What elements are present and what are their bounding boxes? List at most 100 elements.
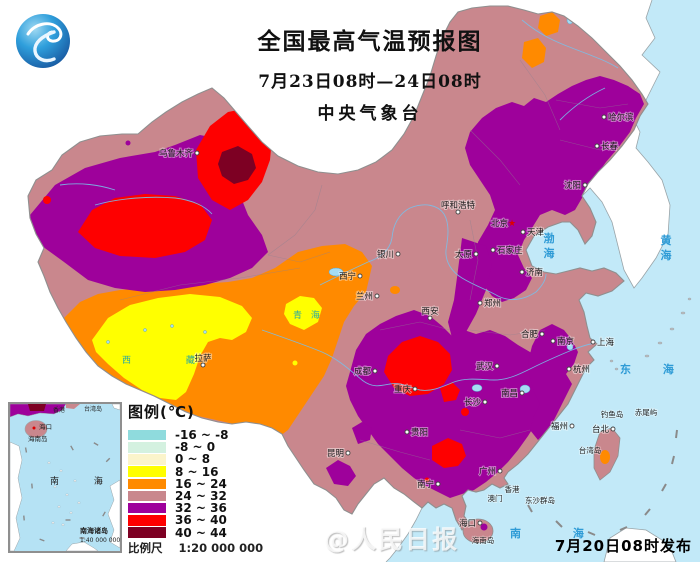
inset-dash-mark bbox=[39, 538, 45, 542]
city-label: 武汉 bbox=[476, 361, 494, 372]
legend-row: 40 ~ 44 bbox=[128, 525, 228, 540]
province-label: 西 藏 bbox=[122, 354, 221, 366]
city-label: 上海 bbox=[597, 337, 615, 348]
city-label: 南京 bbox=[557, 336, 574, 347]
city-label: 乌鲁木齐 bbox=[159, 148, 194, 159]
city-marker bbox=[566, 366, 572, 372]
island-label: 台湾岛 bbox=[579, 445, 602, 455]
small-islands bbox=[609, 297, 692, 371]
city-label: 长春 bbox=[601, 141, 619, 152]
inset-dash-mark bbox=[70, 445, 74, 451]
legend-swatch bbox=[128, 515, 166, 526]
inset-islet bbox=[57, 505, 61, 508]
inset-islet bbox=[65, 493, 69, 496]
city-label: 广州 bbox=[479, 466, 496, 477]
city-label: 郑州 bbox=[484, 298, 501, 309]
legend-swatch bbox=[128, 490, 166, 502]
inset-haikou-label: 海口 bbox=[39, 422, 52, 431]
legend-range-label: 8 ~ 16 bbox=[175, 464, 219, 479]
hainan-island bbox=[462, 518, 494, 544]
legend-row: 0 ~ 8 bbox=[128, 452, 228, 466]
city-marker bbox=[473, 251, 479, 257]
legend-range-label: 16 ~ 24 bbox=[175, 476, 227, 491]
city-marker bbox=[477, 300, 483, 306]
map-scale: 比例尺 1:20 000 000 bbox=[128, 540, 263, 556]
city-marker bbox=[569, 423, 575, 429]
legend-title: 图例(℃) bbox=[128, 403, 195, 421]
city-marker bbox=[482, 399, 488, 405]
legend-swatch bbox=[128, 466, 166, 477]
city-marker bbox=[412, 386, 418, 392]
inset-dash-mark bbox=[96, 479, 100, 485]
city-label: 西宁 bbox=[339, 271, 356, 282]
city-label: 南昌 bbox=[501, 388, 518, 399]
sea-label: 南 海 bbox=[510, 526, 608, 540]
legend-swatch bbox=[128, 429, 166, 441]
inset-scale-label: 1:40 000 000 bbox=[80, 537, 120, 544]
taiwan-island bbox=[593, 427, 621, 481]
sea-label: 东 海 bbox=[620, 362, 688, 376]
city-label: 西安 bbox=[421, 306, 438, 317]
page-title: 全国最高气温预报图 bbox=[257, 28, 483, 55]
legend-row: 8 ~ 16 bbox=[128, 464, 228, 479]
island-label: 赤尾屿 bbox=[635, 408, 658, 417]
legend-range-label: -16 ~ -8 bbox=[175, 428, 229, 443]
legend-range-label: 40 ~ 44 bbox=[175, 525, 227, 540]
legend-swatch bbox=[128, 442, 166, 453]
city-marker bbox=[194, 150, 200, 156]
inset-hongkong-label: 香港 bbox=[53, 406, 65, 414]
forecast-period: 7月23日08时—24日08时 bbox=[258, 72, 482, 92]
city-marker bbox=[345, 450, 351, 456]
city-label: 杭州 bbox=[573, 364, 590, 375]
city-label: 沈阳 bbox=[564, 180, 581, 191]
foreign-coastline bbox=[385, 0, 671, 562]
watermark-handle: @人民日报 bbox=[324, 525, 460, 554]
city-label: 合肥 bbox=[521, 329, 539, 340]
island-label: 香港 bbox=[505, 484, 520, 494]
city-label: 拉萨 bbox=[194, 353, 212, 364]
inset-islet bbox=[61, 523, 65, 526]
china-border bbox=[27, 5, 649, 531]
city-label: 海口 bbox=[459, 518, 476, 529]
inset-islands-label: 南海诸岛 bbox=[80, 526, 108, 535]
city-marker bbox=[594, 143, 600, 149]
weibo-icon bbox=[282, 524, 318, 552]
city-marker bbox=[550, 338, 556, 344]
legend-range-label: 32 ~ 36 bbox=[175, 501, 227, 516]
inset-islet bbox=[77, 501, 81, 504]
city-marker bbox=[494, 363, 500, 369]
city-label: 兰州 bbox=[356, 291, 373, 302]
province-borders bbox=[119, 59, 629, 461]
city-marker bbox=[395, 251, 401, 257]
legend-row: 32 ~ 36 bbox=[128, 501, 228, 516]
island-label: 钓鱼岛 bbox=[601, 409, 624, 419]
inset-taiwan-label: 台湾岛 bbox=[84, 405, 102, 413]
legend-swatch bbox=[128, 454, 166, 465]
city-label: 太原 bbox=[455, 249, 472, 260]
cma-logo bbox=[16, 14, 70, 68]
city-marker bbox=[590, 339, 596, 345]
city-label: 台北 bbox=[592, 424, 610, 435]
south-china-sea-inset: 香港 台湾岛 海口 海南岛南 海南海诸岛 1:40 000 000 bbox=[8, 402, 122, 553]
city-marker bbox=[539, 331, 545, 337]
city-label: 长沙 bbox=[464, 397, 482, 408]
scale-label: 比例尺 bbox=[128, 541, 163, 555]
island-label: 东沙群岛 bbox=[525, 495, 555, 505]
city-marker bbox=[519, 390, 525, 396]
agency-name: 中央气象台 bbox=[317, 104, 423, 124]
city-label: 北京 bbox=[491, 218, 508, 229]
legend-row: 36 ~ 40 bbox=[128, 513, 228, 527]
island-label: 澳门 bbox=[488, 493, 503, 503]
inset-dash-mark bbox=[24, 447, 28, 453]
map-header: 全国最高气温预报图 7月23日08时—24日08时 中央气象台 bbox=[225, 22, 515, 124]
city-label: 重庆 bbox=[394, 384, 412, 395]
city-label: 昆明 bbox=[327, 449, 344, 459]
island-label: 海南岛 bbox=[472, 535, 495, 545]
inset-islet bbox=[73, 479, 77, 482]
city-marker bbox=[582, 182, 588, 188]
legend-swatch bbox=[128, 502, 166, 514]
